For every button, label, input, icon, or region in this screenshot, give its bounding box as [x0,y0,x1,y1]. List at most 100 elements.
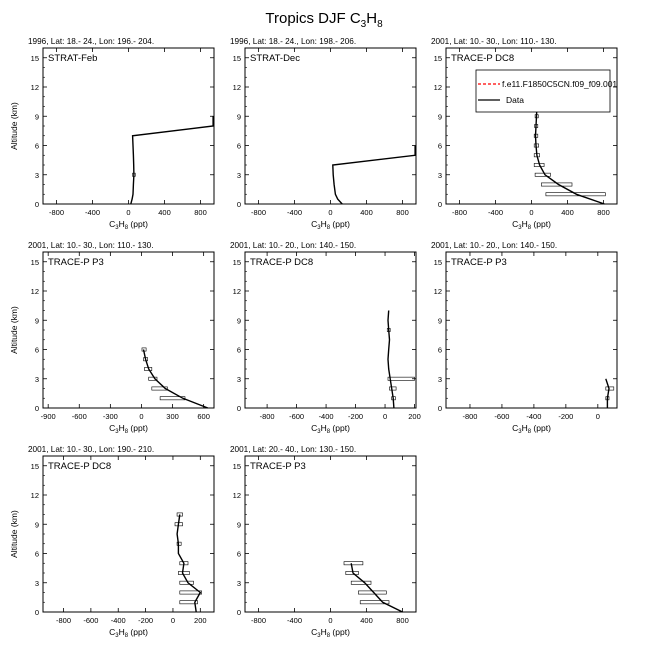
y-tick-label: 9 [438,316,442,325]
y-tick-label: 3 [35,579,39,588]
error-bar [179,600,198,605]
x-tick-label: -600 [494,412,509,421]
y-tick-label: 9 [35,112,39,121]
y-tick-label: 9 [237,520,241,529]
y-tick-label: 6 [35,346,39,355]
data-profile-line [332,145,416,205]
error-bar [176,541,182,546]
campaign-label: TRACE-P P3 [48,257,104,268]
plot-frame [244,47,417,205]
y-tick-label: 9 [237,316,241,325]
y-tick-label: 0 [35,200,39,209]
y-tick-label: 9 [35,520,39,529]
campaign-label: TRACE-P P3 [451,257,507,268]
y-tick-label: 6 [237,142,241,151]
y-tick-label: 3 [438,171,442,180]
error-bar [389,386,397,391]
panel-3: 2001, Lat: 10.- 30., Lon: 110.- 130. 0 3 6 9… [431,37,618,231]
y-tick-label: 12 [434,287,442,296]
y-tick-label: 6 [237,346,241,355]
x-tick-label: 400 [360,616,373,625]
x-tick-label: -800 [462,412,477,421]
x-tick-label: -800 [251,616,266,625]
panel-subtitle: 2001, Lat: 10.- 30., Lon: 110.- 130. [431,37,556,46]
panel-7: 2001, Lat: 10.- 30., Lon: 190.- 210. 0 3 6 9… [9,445,215,639]
x-tick-label: 200 [408,412,421,421]
y-tick-label: 12 [233,287,241,296]
campaign-label: TRACE-P DC8 [451,53,514,64]
y-tick-label: 15 [434,258,442,267]
y-tick-label: 0 [237,404,241,413]
y-tick-label: 15 [31,462,39,471]
plot-frame [244,455,417,613]
x-tick-label: -300 [103,412,118,421]
y-tick-label: 3 [35,171,39,180]
plot-frame [445,251,618,409]
campaign-label: STRAT-Dec [250,53,300,64]
x-tick-label: 800 [396,616,409,625]
x-axis-label: C3H8 (ppt) [311,219,350,231]
y-tick-label: 0 [438,200,442,209]
x-tick-label: -800 [452,208,467,217]
x-tick-label: -800 [260,412,275,421]
y-tick-label: 3 [438,375,442,384]
data-profile-line [350,563,403,613]
legend-data-label: Data [506,95,524,105]
y-tick-label: 0 [35,404,39,413]
x-tick-label: 300 [166,412,179,421]
data-profile-line [534,106,605,205]
x-tick-label: 0 [328,208,332,217]
error-bar [350,580,372,585]
x-tick-label: -900 [41,412,56,421]
legend-model-label: f.e11.F1850C5CN.f09_f09.001 [502,79,617,89]
y-tick-label: 6 [438,346,442,355]
error-bar [159,396,186,401]
y-tick-label: 9 [438,112,442,121]
y-tick-label: 12 [233,491,241,500]
plot-frame [42,47,215,205]
error-bar [343,561,364,566]
y-tick-label: 3 [237,375,241,384]
y-axis-label: Altitude (km) [9,102,19,150]
campaign-label: STRAT-Feb [48,53,97,64]
y-tick-label: 15 [233,462,241,471]
x-tick-label: -400 [526,412,541,421]
x-tick-label: 0 [139,412,143,421]
x-tick-label: 800 [194,208,207,217]
x-tick-label: 800 [396,208,409,217]
x-tick-label: -800 [56,616,71,625]
y-tick-label: 15 [233,54,241,63]
y-tick-label: 12 [31,491,39,500]
campaign-label: TRACE-P P3 [250,461,306,472]
panel-2: 1996, Lat: 18.- 24., Lon: 198.- 206. 0 3 6 9… [230,37,417,231]
y-tick-label: 12 [233,83,241,92]
x-axis-label: C3H8 (ppt) [109,423,148,435]
panel-subtitle: 2001, Lat: 10.- 30., Lon: 110.- 130. [28,241,153,250]
x-tick-label: -400 [85,208,100,217]
panel-subtitle: 2001, Lat: 10.- 30., Lon: 190.- 210. [28,445,154,454]
y-axis-label: Altitude (km) [9,306,19,354]
panel-subtitle: 1996, Lat: 18.- 24., Lon: 198.- 206. [230,37,356,46]
error-bar [151,386,168,391]
data-profile-line [142,349,209,409]
x-tick-label: 400 [561,208,574,217]
legend-box [475,69,611,113]
plot-frame [42,251,215,409]
x-tick-label: -400 [111,616,126,625]
y-tick-label: 6 [438,142,442,151]
data-profile-line [176,514,202,613]
campaign-label: TRACE-P DC8 [48,461,111,472]
y-tick-label: 3 [237,579,241,588]
x-tick-label: 400 [360,208,373,217]
panel-1: 1996, Lat: 18.- 24., Lon: 196.- 204. 0 3 6 9… [9,37,215,231]
y-tick-label: 3 [35,375,39,384]
y-tick-label: 0 [237,200,241,209]
y-tick-label: 6 [35,550,39,559]
y-axis-label: Altitude (km) [9,510,19,558]
panel-subtitle: 2001, Lat: 10.- 20., Lon: 140.- 150. [230,241,356,250]
x-axis-label: C3H8 (ppt) [311,423,350,435]
data-profile-line [387,310,395,409]
y-tick-label: 0 [237,608,241,617]
y-tick-label: 6 [237,550,241,559]
